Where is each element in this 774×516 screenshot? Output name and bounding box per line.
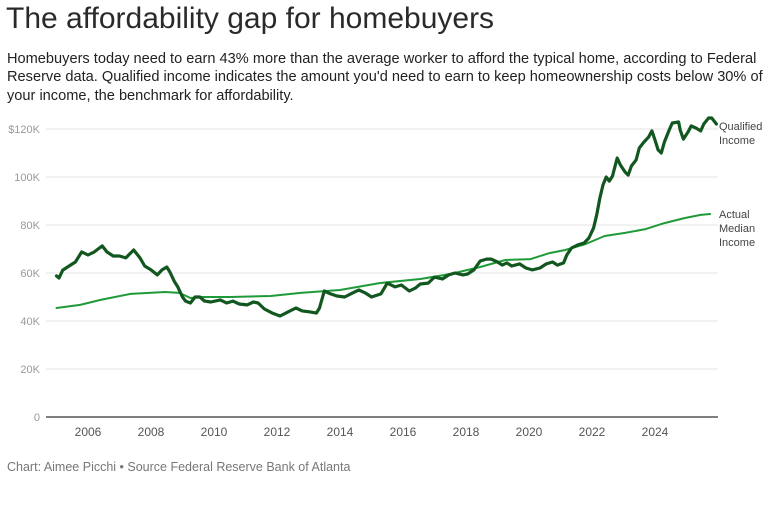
x-tick-label: 2014 (327, 425, 354, 439)
chart-title: The affordability gap for homebuyers (6, 2, 495, 35)
series-label: Qualified (719, 121, 762, 133)
y-tick-label: $120K (8, 124, 40, 136)
x-axis-ticks: 2006 2008 2010 2012 2014 2016 2018 2020 2022 2024 (75, 425, 669, 439)
median-income-line (55, 213, 712, 309)
chart-credit: Chart: Aimee Picchi • Source Federal Res… (7, 460, 351, 474)
x-tick-label: 2006 (75, 425, 102, 439)
y-tick-label: 20K (20, 364, 40, 376)
y-tick-label: 80K (20, 220, 40, 232)
y-axis-ticks: 0 20K 40K 60K 80K 100K $120K (8, 124, 40, 424)
x-tick-label: 2010 (201, 425, 228, 439)
y-tick-label: 60K (20, 268, 40, 280)
series-label: Median (719, 223, 755, 235)
series-label: Income (719, 135, 755, 147)
x-tick-label: 2008 (138, 425, 165, 439)
x-tick-label: 2024 (642, 425, 669, 439)
y-tick-label: 100K (14, 172, 40, 184)
x-tick-label: 2020 (516, 425, 543, 439)
x-tick-label: 2012 (264, 425, 291, 439)
x-tick-label: 2018 (453, 425, 480, 439)
chart-subtitle: Homebuyers today need to earn 43% more t… (7, 51, 763, 104)
qualified-income-line (54, 116, 718, 318)
gridlines (46, 128, 718, 370)
series-labels: Qualified Income Actual Median Income (719, 121, 762, 249)
y-tick-label: 0 (34, 412, 40, 424)
x-tick-label: 2022 (579, 425, 606, 439)
series-lines (54, 116, 718, 318)
x-tick-label: 2016 (390, 425, 417, 439)
series-label: Income (719, 237, 755, 249)
series-label: Actual (719, 209, 750, 221)
y-tick-label: 40K (20, 316, 40, 328)
